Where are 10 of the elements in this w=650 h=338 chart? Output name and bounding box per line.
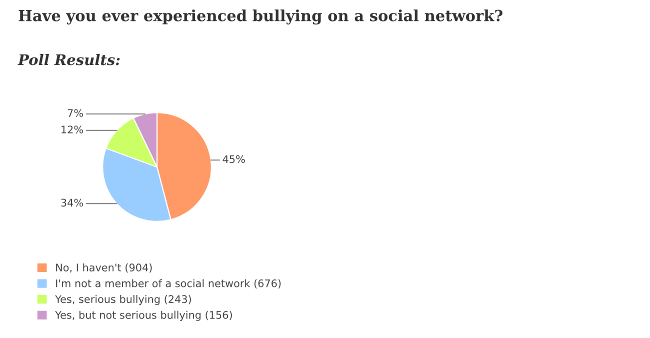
data-label: 45% bbox=[222, 155, 245, 164]
chart-title: Have you ever experienced bullying on a social network? bbox=[18, 10, 502, 24]
legend-label: Yes, but not serious bullying (156) bbox=[55, 310, 232, 321]
legend-label: Yes, serious bullying (243) bbox=[55, 295, 191, 306]
data-label: 34% bbox=[61, 198, 83, 207]
data-label: 12% bbox=[62, 126, 83, 134]
chart-subtitle: Poll Results: bbox=[18, 54, 120, 66]
legend-label: I'm not a member of a social network (676) bbox=[56, 279, 281, 288]
data-label: 7% bbox=[68, 109, 83, 117]
legend-label: No, I haven't (904) bbox=[56, 263, 152, 273]
